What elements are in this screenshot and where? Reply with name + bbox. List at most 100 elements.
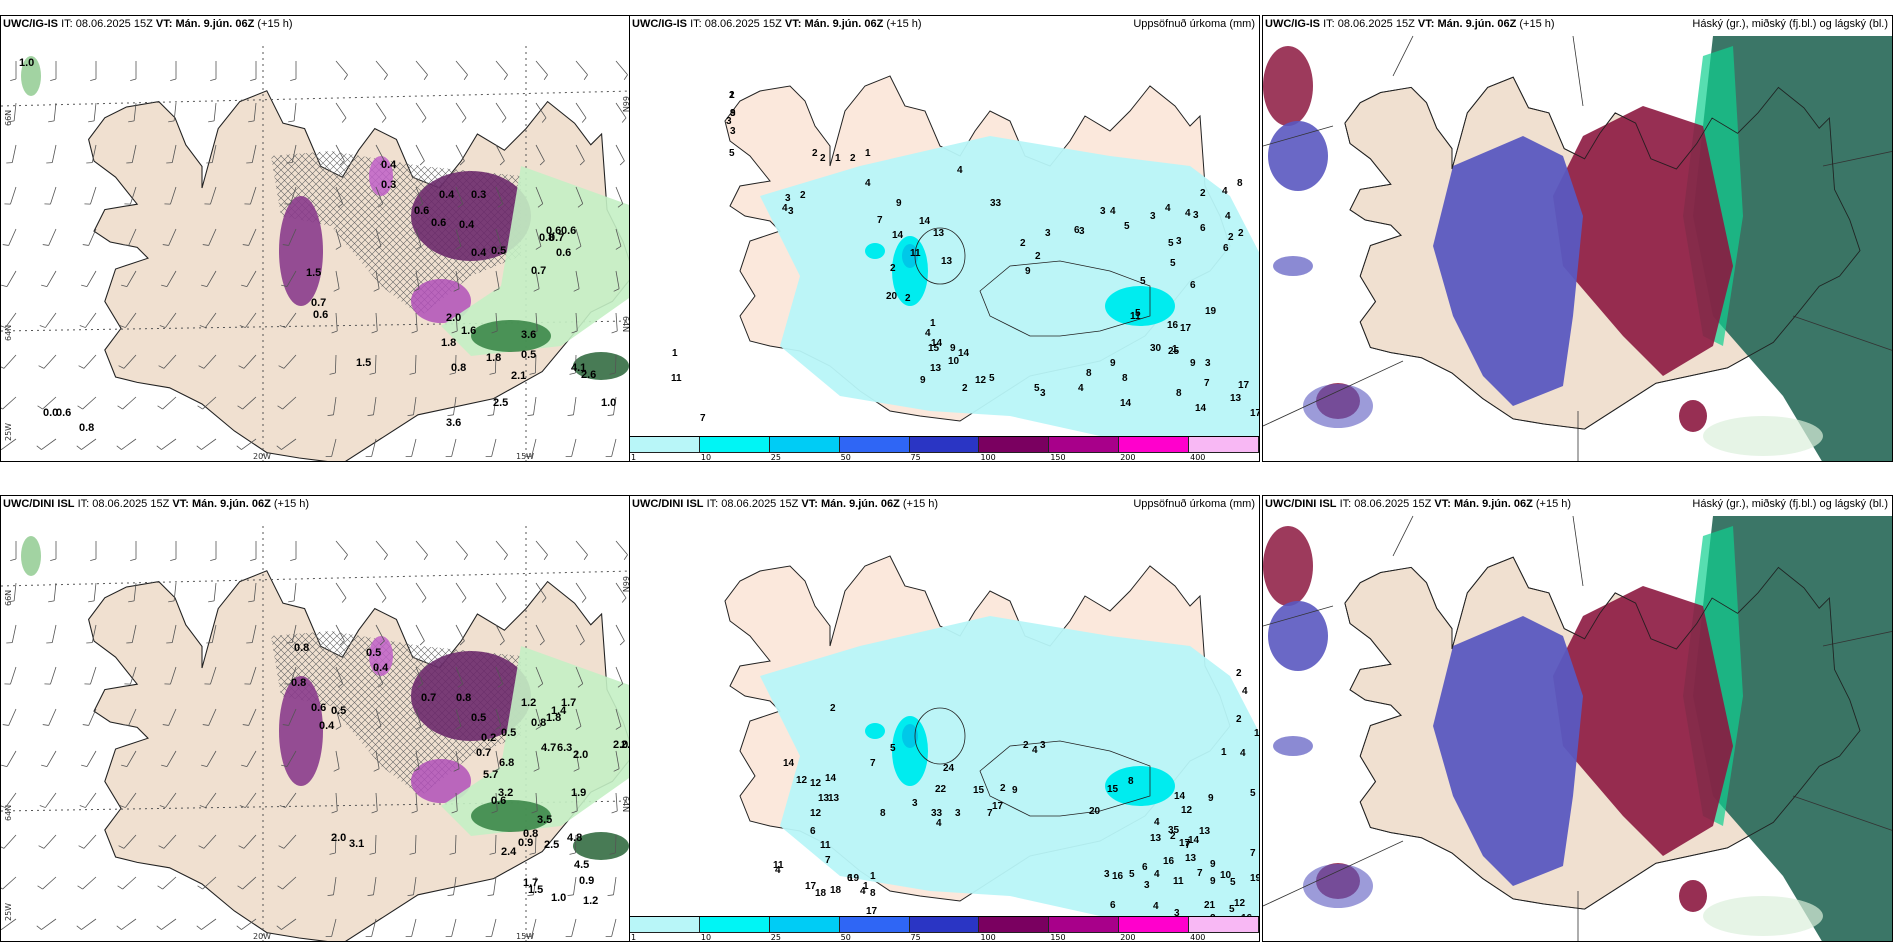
wind-barb	[495, 792, 498, 811]
wind-barb	[242, 396, 257, 410]
wind-barb	[575, 102, 587, 119]
precip-total-value: 4	[936, 818, 942, 829]
wind-barb-flag	[331, 330, 338, 334]
wind-barb	[282, 396, 297, 410]
precip-total-value: 13	[941, 256, 953, 267]
wind-barb	[335, 582, 347, 599]
wind-barb	[85, 312, 97, 328]
wind-barb	[415, 624, 425, 642]
precip-total-value: 30	[1150, 343, 1162, 354]
wind-barb	[615, 228, 622, 247]
wind-barb-flag	[116, 445, 122, 450]
wind-barb-flag	[1, 284, 8, 287]
precip-total-value: 3	[785, 193, 791, 204]
wind-barb	[535, 312, 538, 331]
precip-amount-value: 0.7	[311, 297, 326, 309]
wind-barb-flag	[577, 683, 583, 688]
precip-amount-value: 3.6	[446, 417, 461, 429]
precip-legend: 1 10 25 50 75 100 150 200 400	[630, 436, 1259, 461]
wind-barb	[86, 750, 97, 767]
precip-total-value: 13	[1230, 393, 1242, 404]
wind-barb-flag	[119, 805, 126, 808]
wind-barb	[242, 876, 257, 890]
precip-total-value: 3	[726, 116, 732, 127]
wind-barb	[91, 144, 97, 163]
precip-total-value: 6	[847, 873, 853, 884]
panel-bottom-cloud: UWC/DINI ISL IT: 08.06.2025 15Z VT: Mán.…	[1262, 495, 1893, 942]
wind-barb	[534, 834, 537, 854]
wind-barb	[166, 750, 177, 767]
precip-total-value: 6	[1190, 280, 1196, 291]
wind-barb-flag	[239, 805, 246, 808]
wind-barb	[335, 750, 340, 769]
precip-legend: 1 10 25 50 75 100 150 200 400	[630, 916, 1259, 941]
vt-value: Mán. 9.jún. 06Z	[1437, 18, 1517, 30]
wind-barb	[535, 102, 547, 119]
wind-barb-flag	[162, 724, 169, 726]
wind-barb	[411, 438, 417, 457]
wind-barb-flag	[41, 764, 48, 767]
wind-barb-flag	[199, 325, 206, 328]
wind-barb	[291, 624, 297, 643]
precip-amount-value: 0.5	[501, 727, 516, 739]
lead-time: (+15 h)	[257, 18, 293, 30]
wind-barb-flag	[409, 852, 416, 855]
precip-total-value: 19	[848, 873, 860, 884]
legend-swatch	[979, 917, 1050, 932]
precip-total-value: 15	[928, 343, 940, 354]
wind-barb	[375, 186, 384, 204]
wind-barb-flag	[417, 683, 423, 688]
wind-barb-flag	[282, 724, 289, 726]
grid-line	[1263, 125, 1334, 147]
precip-total-value: 9	[1210, 859, 1216, 870]
precip-total-value: 4	[957, 165, 963, 176]
wind-barb	[494, 834, 497, 854]
wind-barb	[415, 792, 418, 811]
precip-total-value: 6	[1200, 223, 1206, 234]
wind-barb-flag	[569, 372, 576, 375]
legend-swatch	[839, 917, 910, 932]
wind-barb-flag	[423, 74, 428, 80]
wind-barb	[453, 396, 457, 415]
wind-barb-flag	[279, 325, 286, 328]
wind-barb	[495, 312, 498, 331]
precip-total-value: 17	[1238, 380, 1250, 391]
legend-tick-label: 150	[1050, 453, 1066, 462]
wind-barb-flag	[367, 894, 374, 897]
lon-label-15w: 15W	[516, 932, 534, 941]
lat-label-64n-right: 64N	[621, 796, 630, 812]
it-value: 08.06.2025 15Z	[1354, 498, 1432, 510]
wind-barb-flag	[128, 120, 135, 123]
legend-tick-label: 50	[840, 453, 851, 462]
precip-total-value: 5	[1129, 869, 1135, 880]
wind-barb-flag	[379, 640, 385, 646]
precip-amount-value: 2.0	[613, 739, 628, 751]
wind-barb	[615, 666, 624, 684]
legend-swatch	[699, 917, 770, 932]
precip-total-value: 8	[870, 888, 876, 899]
wind-barb	[375, 666, 384, 684]
legend-swatch	[979, 437, 1050, 452]
wind-barb	[375, 144, 385, 162]
wind-barb-flag	[82, 244, 89, 246]
wind-barb	[250, 666, 257, 685]
precip-total-value: 6	[1223, 243, 1229, 254]
wind-barb-flag	[621, 597, 627, 603]
wind-barb-flag	[375, 245, 382, 250]
wind-barb	[573, 876, 577, 895]
wind-barb-flag	[609, 852, 616, 855]
precip-total-value: 2	[820, 153, 826, 164]
precip-total-value: 6	[1110, 900, 1116, 911]
wind-barb-flag	[117, 885, 123, 890]
wind-barb	[122, 876, 137, 890]
legend-swatch	[909, 917, 980, 932]
precip-total-value: 17	[805, 881, 817, 892]
legend-swatch	[769, 917, 840, 932]
wind-barb-flag	[613, 288, 620, 292]
wind-barb	[495, 186, 504, 204]
precip-total-value: 16	[1112, 871, 1124, 882]
wind-barb-flag	[461, 597, 467, 603]
wind-barb	[375, 228, 382, 247]
wind-barb-flag	[208, 120, 215, 123]
wind-barb	[375, 540, 388, 556]
